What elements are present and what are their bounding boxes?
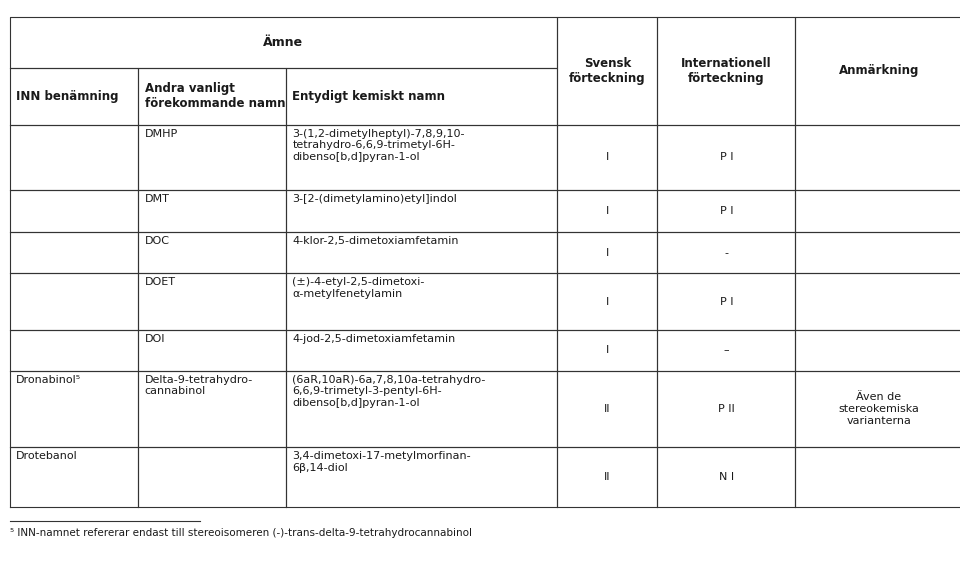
Text: 3,4-dimetoxi-17-metylmorfinan-
6β,14-diol: 3,4-dimetoxi-17-metylmorfinan- 6β,14-dio… xyxy=(293,451,471,473)
Text: Drotebanol: Drotebanol xyxy=(16,451,78,462)
Text: DMT: DMT xyxy=(145,194,170,204)
Text: DMHP: DMHP xyxy=(145,129,178,139)
Text: (±)-4-etyl-2,5-dimetoxi-
α-metylfenetylamin: (±)-4-etyl-2,5-dimetoxi- α-metylfenetyla… xyxy=(293,277,425,299)
Text: INN benämning: INN benämning xyxy=(16,90,119,103)
Text: P I: P I xyxy=(720,153,733,162)
Text: DOI: DOI xyxy=(145,334,165,344)
Text: Ämne: Ämne xyxy=(263,36,303,49)
Text: 4-klor-2,5-dimetoxiamfetamin: 4-klor-2,5-dimetoxiamfetamin xyxy=(293,236,459,247)
Text: ⁵ INN-namnet refererar endast till stereoisomeren (-)-trans-delta-9-tetrahydroca: ⁵ INN-namnet refererar endast till stere… xyxy=(10,528,471,538)
Text: 3-[2-(dimetylamino)etyl]indol: 3-[2-(dimetylamino)etyl]indol xyxy=(293,194,457,204)
Text: II: II xyxy=(604,472,611,482)
Text: I: I xyxy=(606,297,609,307)
Text: I: I xyxy=(606,345,609,356)
Text: I: I xyxy=(606,248,609,258)
Text: Även de
stereokemiska
varianterna: Även de stereokemiska varianterna xyxy=(838,392,919,426)
Text: Internationell
förteckning: Internationell förteckning xyxy=(681,57,772,85)
Text: P I: P I xyxy=(720,206,733,216)
Text: Andra vanligt
förekommande namn: Andra vanligt förekommande namn xyxy=(145,82,285,111)
Text: Delta-9-tetrahydro-
cannabinol: Delta-9-tetrahydro- cannabinol xyxy=(145,375,253,396)
Text: Dronabinol⁵: Dronabinol⁵ xyxy=(16,375,82,385)
Text: P II: P II xyxy=(718,404,734,414)
Text: P I: P I xyxy=(720,297,733,307)
Text: I: I xyxy=(606,153,609,162)
Text: 4-jod-2,5-dimetoxiamfetamin: 4-jod-2,5-dimetoxiamfetamin xyxy=(293,334,456,344)
Text: N I: N I xyxy=(719,472,733,482)
Text: I: I xyxy=(606,206,609,216)
Text: Anmärkning: Anmärkning xyxy=(838,65,919,77)
Text: Svensk
förteckning: Svensk förteckning xyxy=(569,57,645,85)
Text: -: - xyxy=(725,248,729,258)
Text: DOET: DOET xyxy=(145,277,176,287)
Text: II: II xyxy=(604,404,611,414)
Text: (6aR,10aR)-6a,7,8,10a-tetrahydro-
6,6,9-trimetyl-3-pentyl-6H-
dibenso[b,d]pyran-: (6aR,10aR)-6a,7,8,10a-tetrahydro- 6,6,9-… xyxy=(293,375,486,408)
Text: Entydigt kemiskt namn: Entydigt kemiskt namn xyxy=(293,90,445,103)
Text: DOC: DOC xyxy=(145,236,170,247)
Text: –: – xyxy=(724,345,730,356)
Text: 3-(1,2-dimetylheptyl)-7,8,9,10-
tetrahydro-6,6,9-trimetyl-6H-
dibenso[b,d]pyran-: 3-(1,2-dimetylheptyl)-7,8,9,10- tetrahyd… xyxy=(293,129,465,162)
